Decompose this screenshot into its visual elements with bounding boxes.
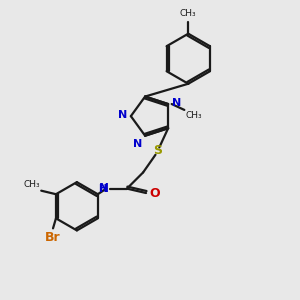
- Text: N: N: [99, 182, 109, 195]
- Text: N: N: [134, 139, 143, 149]
- Text: N: N: [118, 110, 127, 120]
- Text: H: H: [98, 184, 106, 194]
- Text: CH₃: CH₃: [186, 111, 202, 120]
- Text: CH₃: CH₃: [180, 9, 196, 18]
- Text: O: O: [150, 187, 160, 200]
- Text: CH₃: CH₃: [23, 181, 40, 190]
- Text: N: N: [172, 98, 181, 108]
- Text: Br: Br: [45, 231, 61, 244]
- Text: S: S: [153, 144, 162, 157]
